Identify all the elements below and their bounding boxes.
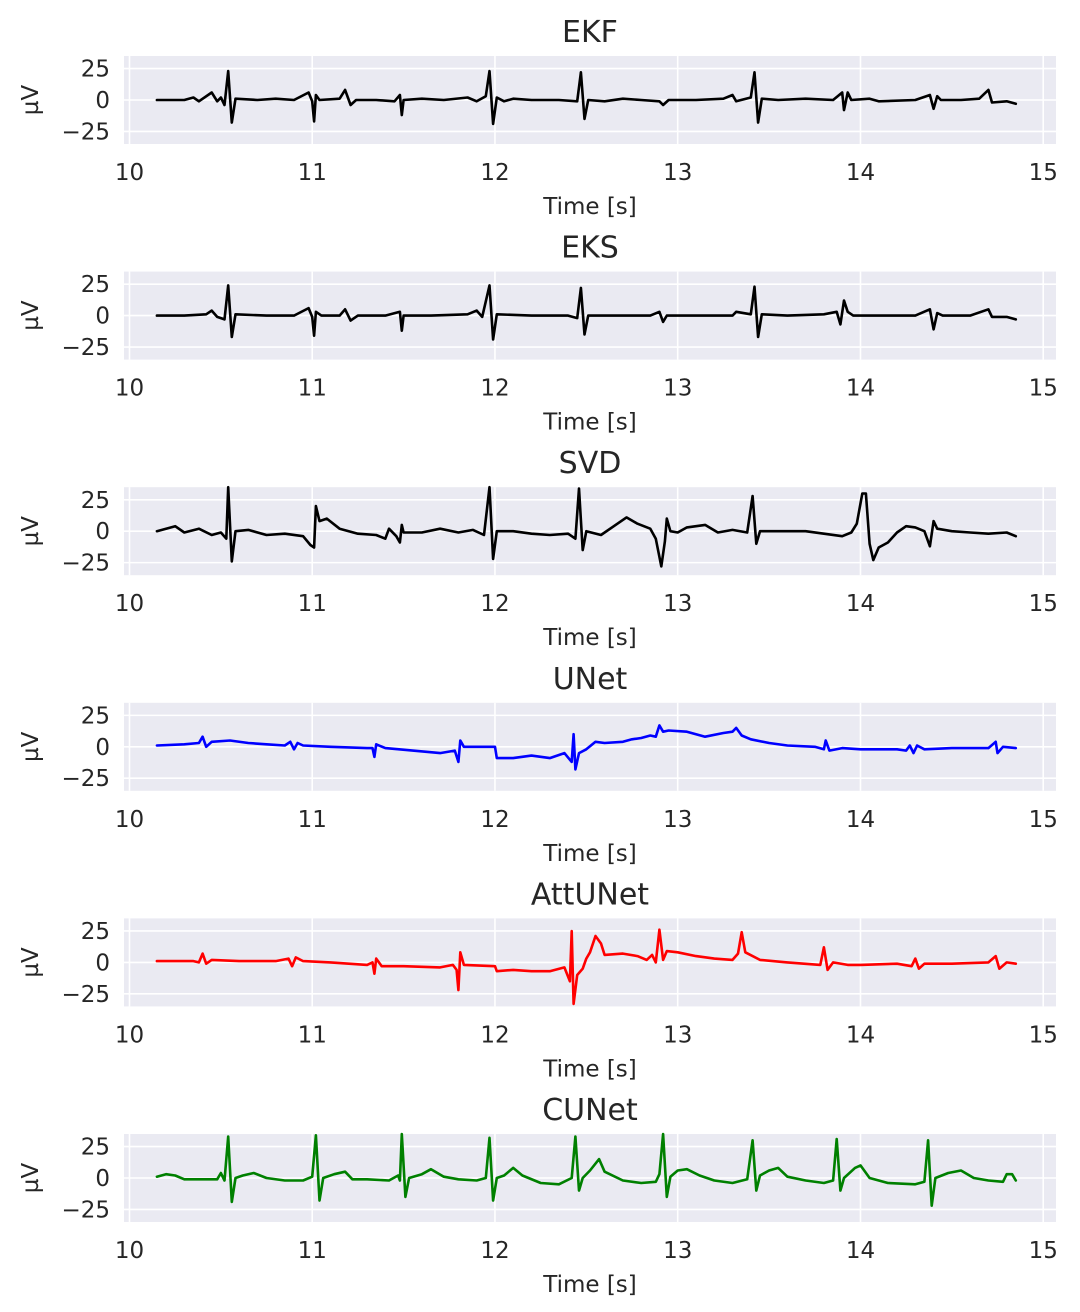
x-tick-label: 13	[663, 1238, 692, 1264]
x-axis-label: Time [s]	[542, 194, 637, 220]
panel-eks: EKS 10 11 12 13 14 15 −25 0 25 Time [s] µV	[18, 231, 1058, 436]
x-tick-label: 10	[115, 1238, 144, 1264]
x-tick-label: 12	[480, 376, 509, 402]
panel-cunet: CUNet 10 11 12 13 14 15 −25 0 25 Time [s] µV	[18, 1093, 1058, 1298]
panel-title: SVD	[559, 446, 622, 481]
y-axis-label: µV	[18, 516, 44, 547]
x-tick-label: 11	[298, 160, 327, 186]
panel-title: AttUNet	[531, 877, 649, 912]
panel-svd: SVD 10 11 12 13 14 15 −25 0 25 Time [s] µV	[18, 446, 1058, 651]
x-tick-label: 11	[298, 591, 327, 617]
y-tick-label: 25	[81, 488, 110, 514]
x-axis-label: Time [s]	[542, 841, 637, 867]
y-tick-label: −25	[61, 982, 110, 1008]
y-tick-label: 0	[95, 304, 110, 330]
x-tick-label: 10	[115, 591, 144, 617]
x-tick-label: 13	[663, 376, 692, 402]
y-tick-label: −25	[61, 1197, 110, 1223]
x-tick-label: 10	[115, 160, 144, 186]
x-tick-label: 14	[846, 1022, 875, 1048]
x-axis-label: Time [s]	[542, 625, 637, 651]
y-axis-label: µV	[18, 1163, 44, 1194]
x-tick-label: 13	[663, 1022, 692, 1048]
x-axis-label: Time [s]	[542, 410, 637, 436]
y-axis-label: µV	[18, 300, 44, 331]
y-tick-label: −25	[61, 551, 110, 577]
panel-title: EKS	[561, 231, 619, 266]
x-tick-label: 14	[846, 591, 875, 617]
panel-attunet: AttUNet 10 11 12 13 14 15 −25 0 25 Time [s] µV	[18, 877, 1058, 1082]
x-tick-label: 12	[480, 160, 509, 186]
x-tick-label: 10	[115, 376, 144, 402]
y-tick-label: 25	[81, 1135, 110, 1161]
x-tick-label: 15	[1029, 160, 1058, 186]
y-tick-label: 25	[81, 272, 110, 298]
x-tick-label: 12	[480, 1022, 509, 1048]
x-tick-label: 15	[1029, 591, 1058, 617]
panel-title: CUNet	[542, 1093, 638, 1128]
x-tick-label: 11	[298, 1022, 327, 1048]
x-tick-label: 12	[480, 1238, 509, 1264]
y-tick-label: 0	[95, 519, 110, 545]
y-tick-label: 25	[81, 703, 110, 729]
x-tick-label: 14	[846, 807, 875, 833]
y-tick-label: 0	[95, 88, 110, 114]
x-tick-label: 14	[846, 376, 875, 402]
x-tick-label: 11	[298, 376, 327, 402]
panel-ekf: EKF 10 11 12 13 14 15 −25 0 25 Time [s] µV	[18, 15, 1058, 220]
y-tick-label: −25	[61, 335, 110, 361]
x-tick-label: 12	[480, 591, 509, 617]
y-tick-label: 0	[95, 735, 110, 761]
y-tick-label: 25	[81, 57, 110, 83]
x-axis-label: Time [s]	[542, 1056, 637, 1082]
figure: EKF 10 11 12 13 14 15 −25 0 25 Time [s] µV EKS 10 11 12…	[0, 0, 1080, 1312]
x-tick-label: 13	[663, 807, 692, 833]
x-tick-label: 15	[1029, 1022, 1058, 1048]
y-axis-label: µV	[18, 731, 44, 762]
x-tick-label: 10	[115, 1022, 144, 1048]
x-tick-label: 13	[663, 160, 692, 186]
x-tick-label: 11	[298, 1238, 327, 1264]
x-tick-label: 12	[480, 807, 509, 833]
x-tick-label: 15	[1029, 376, 1058, 402]
y-tick-label: −25	[61, 766, 110, 792]
x-tick-label: 10	[115, 807, 144, 833]
y-tick-label: 0	[95, 1166, 110, 1192]
y-tick-label: −25	[61, 119, 110, 145]
x-tick-label: 15	[1029, 807, 1058, 833]
y-axis-label: µV	[18, 947, 44, 978]
x-tick-label: 14	[846, 1238, 875, 1264]
panel-title: EKF	[562, 15, 618, 50]
panel-unet: UNet 10 11 12 13 14 15 −25 0 25 Time [s] µV	[18, 662, 1058, 867]
y-tick-label: 25	[81, 919, 110, 945]
y-tick-label: 0	[95, 950, 110, 976]
x-axis-label: Time [s]	[542, 1272, 637, 1298]
x-tick-label: 13	[663, 591, 692, 617]
x-tick-label: 15	[1029, 1238, 1058, 1264]
y-axis-label: µV	[18, 85, 44, 116]
x-tick-label: 11	[298, 807, 327, 833]
panel-title: UNet	[553, 662, 628, 697]
x-tick-label: 14	[846, 160, 875, 186]
